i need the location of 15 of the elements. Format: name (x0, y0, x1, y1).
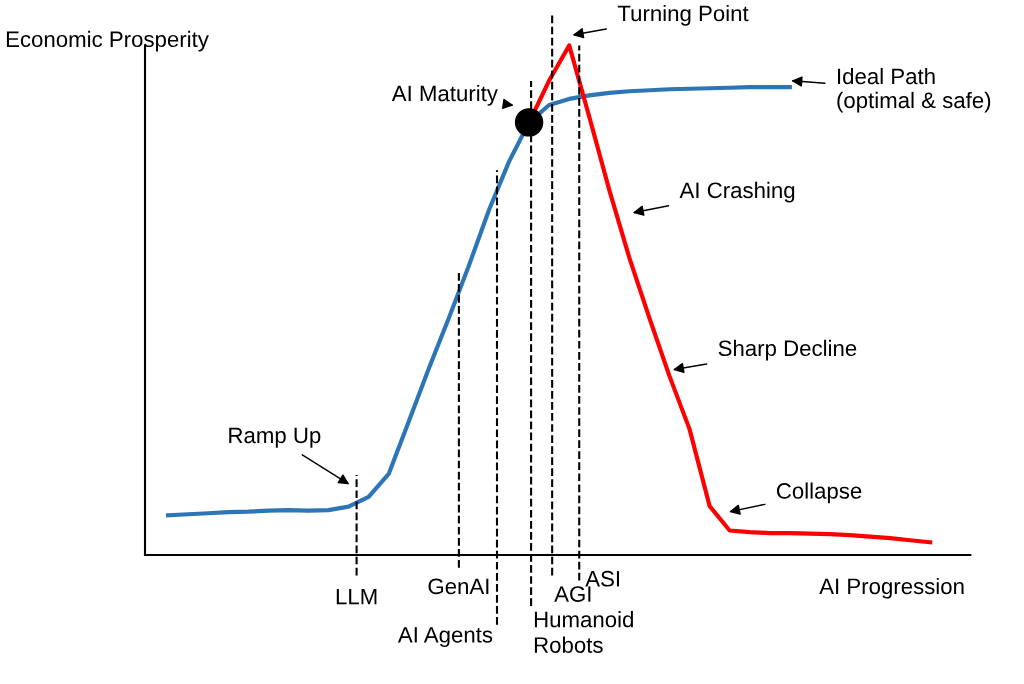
annotation: Ideal Path (optimal & safe) (837, 67, 991, 113)
text: ASI (585, 570, 620, 587)
x-axis-title: AI Progression (819, 577, 964, 599)
annotation: AI Crashing (679, 181, 795, 203)
text: LLM (336, 588, 377, 605)
y-axis-title: Economic Prosperity (6, 30, 209, 52)
text: Humanoid Robots (534, 611, 633, 653)
text: AI Agents (397, 627, 493, 648)
annotation: Collapse (776, 482, 862, 504)
annotation: AI Maturity (391, 85, 498, 106)
text: GenAI (428, 578, 489, 595)
annotation: Ramp Up (229, 427, 321, 448)
text: AGI (554, 586, 591, 602)
text: Turning Point (617, 4, 749, 26)
annotation: Sharp Decline (718, 339, 857, 361)
